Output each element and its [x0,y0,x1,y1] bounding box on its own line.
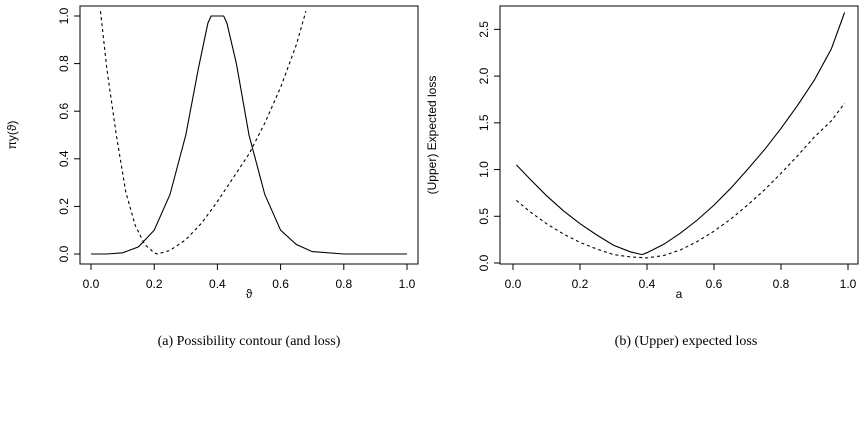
y-tick-label: 0.8 [57,55,71,72]
x-tick-label: 0.4 [639,277,656,291]
y-tick-label: 0.0 [477,254,491,271]
x-axis-label: ϑ [246,287,253,301]
x-tick-label: 0.2 [572,277,589,291]
x-tick-label: 0.0 [83,277,100,291]
y-tick-label: 0.2 [57,198,71,215]
x-tick-label: 0.0 [505,277,522,291]
plot-frame [79,5,419,265]
x-tick-label: 0.6 [272,277,289,291]
y-tick-label: 1.0 [477,161,491,178]
plot-frame [499,5,859,265]
series-line-dashed [99,11,307,255]
x-tick-label: 1.0 [399,277,416,291]
figure-caption: (b) (Upper) expected loss [615,334,758,349]
chart-panel-a: 0.0 0.2 0.4 0.6 0.8 1.0 0.0 0.2 0.4 0.6 0.8 1.0 ϑ πy(… [5,5,419,349]
x-tick-label: 0.6 [706,277,723,291]
series-line-solid [516,12,846,256]
y-tick-label: 0.5 [477,208,491,225]
y-tick-label: 0.6 [57,103,71,120]
x-tick-label: 0.2 [146,277,163,291]
x-tick-label: 1.0 [840,277,857,291]
x-tick-label: 0.8 [335,277,352,291]
y-tick-label: 0.0 [57,245,71,262]
y-axis-label: (Upper) Expected loss [425,76,439,195]
y-tick-label: 0.4 [57,150,71,167]
x-tick-label: 0.8 [773,277,790,291]
chart-panel-b: 0.0 0.2 0.4 0.6 0.8 1.0 0.0 0.5 1.0 1.5 2.0 2.5 a (Up… [425,5,859,349]
x-tick-label: 0.4 [209,277,226,291]
series-line-dashed [516,102,846,259]
x-axis-label: a [676,287,683,301]
y-tick-label: 1.0 [57,7,71,24]
y-tick-label: 2.0 [477,67,491,84]
figure-caption: (a) Possibility contour (and loss) [158,334,341,349]
y-axis-label: πy(ϑ) [5,121,19,150]
y-tick-label: 1.5 [477,114,491,131]
y-tick-label: 2.5 [477,21,491,38]
series-line-solid [91,15,407,255]
